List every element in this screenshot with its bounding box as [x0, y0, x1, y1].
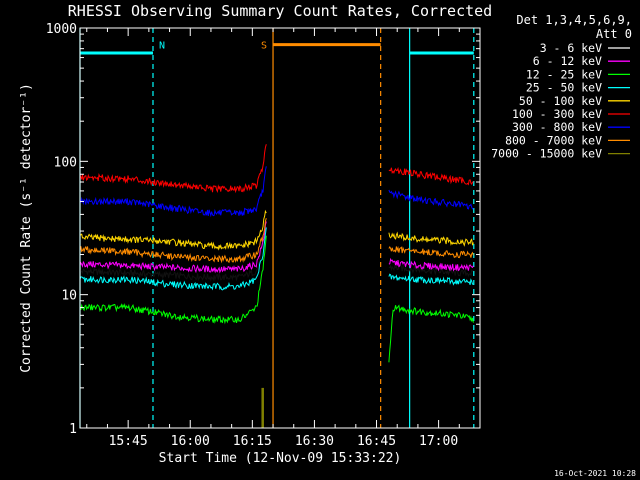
series-line-1-0: [79, 221, 267, 274]
series-line-3-1: [388, 273, 474, 286]
series-line-7-0: [79, 218, 267, 264]
series-line-5-0: [79, 144, 267, 194]
series-line-7-1: [388, 245, 474, 259]
series-line-0-0: [79, 226, 267, 283]
x-tick-label-4: 16:45: [357, 434, 396, 449]
series-line-6-1: [388, 189, 474, 210]
series-line-0-1: [388, 264, 474, 278]
legend-entry-7: 800 - 7000 keV: [505, 133, 602, 147]
x-tick-label-1: 16:00: [171, 434, 210, 449]
legend-header-0: Det 1,3,4,5,6,9,: [516, 13, 632, 27]
x-tick-label-5: 17:00: [419, 434, 458, 449]
flag-label-2: S: [261, 41, 267, 52]
y-tick-label-2: 100: [54, 155, 77, 170]
flag-label-0: N: [159, 41, 165, 52]
y-axis-label: Corrected Count Rate (s⁻¹ detector⁻¹): [19, 83, 34, 373]
x-tick-label-2: 16:15: [233, 434, 272, 449]
axes: 1 10 100 1000 15:45 16:00 16:15 16:30 16:45 17:00…: [19, 22, 481, 466]
y-tick-label-3: 1000: [46, 22, 77, 37]
series-line-5-1: [388, 166, 474, 186]
x-tick-label-3: 16:30: [295, 434, 334, 449]
y-tick-label-0: 1: [69, 422, 77, 437]
legend-entry-4: 50 - 100 keV: [519, 94, 602, 108]
legend-entry-3: 25 - 50 keV: [526, 81, 602, 95]
x-tick-label-0: 15:45: [109, 434, 148, 449]
footer-date: 16-Oct-2021 10:28: [554, 469, 636, 478]
series-line-6-0: [79, 166, 267, 218]
legend-header-1: Att 0: [596, 27, 632, 41]
series-line-2-0: [79, 235, 267, 325]
series-line-3-0: [79, 227, 267, 291]
series-line-2-1: [388, 304, 474, 363]
series-line-4-1: [388, 231, 474, 247]
legend-entry-2: 12 - 25 keV: [526, 67, 602, 81]
x-axis-label: Start Time (12-Nov-09 15:33:22): [159, 451, 402, 466]
series-line-4-0: [79, 209, 267, 251]
legend-entry-1: 6 - 12 keV: [533, 54, 602, 68]
legend-entry-5: 100 - 300 keV: [512, 107, 602, 121]
legend-entry-6: 300 - 800 keV: [512, 120, 602, 134]
series-lines: [79, 144, 474, 428]
legend-entry-8: 7000 - 15000 keV: [491, 147, 602, 161]
series-line-1-1: [388, 257, 474, 272]
chart-title: RHESSI Observing Summary Count Rates, Co…: [68, 2, 492, 20]
y-tick-label-1: 10: [61, 289, 77, 304]
plot-frame: [79, 27, 481, 429]
legend-entry-0: 3 - 6 keV: [540, 41, 602, 55]
